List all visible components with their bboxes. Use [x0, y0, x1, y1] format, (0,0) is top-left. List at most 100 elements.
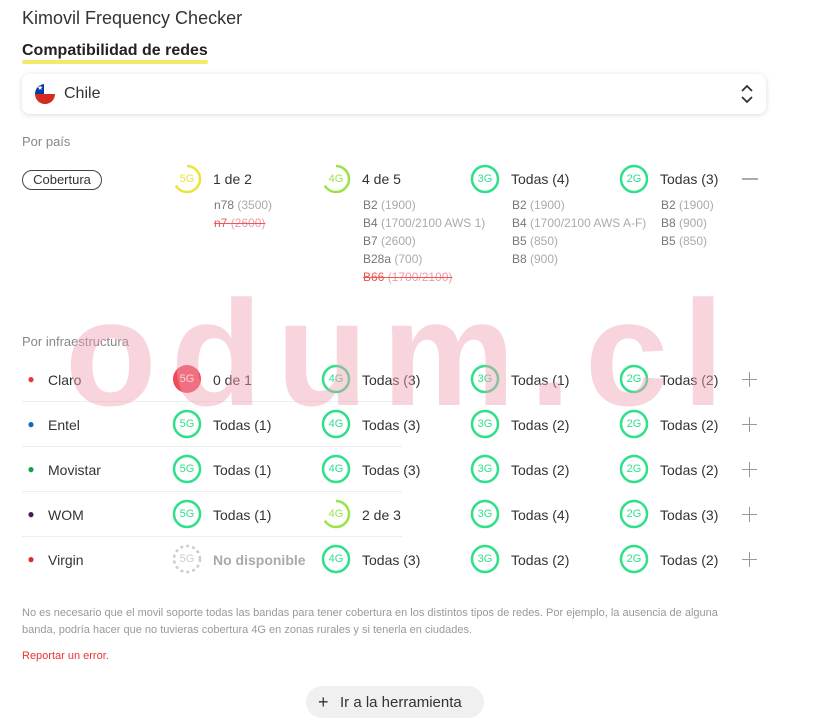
network-2g-label: 2G: [626, 373, 642, 385]
band-name: n7: [214, 216, 231, 230]
network-5g-label: 5G: [179, 418, 195, 430]
coverage-status: Todas (3): [362, 372, 421, 388]
coverage-pill[interactable]: Cobertura: [22, 170, 102, 190]
coverage-status: Todas (3): [362, 417, 421, 433]
plus-icon: +: [318, 692, 329, 712]
go-to-tool-button[interactable]: + Ir a la herramienta: [306, 686, 484, 718]
wom-logo-icon: ●: [27, 507, 35, 521]
go-to-tool-label: Ir a la herramienta: [340, 694, 462, 711]
network-3g-icon: 3G: [470, 544, 500, 574]
band-frequency: (2600): [230, 216, 266, 230]
band-name: B4: [363, 216, 382, 230]
network-2g-label: 2G: [626, 418, 642, 430]
band-entry: B2 (1900): [363, 196, 485, 214]
network-3g-label: 3G: [477, 373, 493, 385]
coverage-status: Todas (1): [213, 507, 272, 523]
band-list: B2 (1900) B8 (900) B5 (850): [661, 196, 714, 250]
compatibility-note: No es necesario que el movil soporte tod…: [22, 607, 718, 636]
network-2g-label: 2G: [626, 553, 642, 565]
band-entry: B5 (850): [661, 232, 714, 250]
network-3g-icon: 3G: [470, 454, 500, 484]
coverage-status: Todas (1): [511, 372, 570, 388]
band-entry: B7 (2600): [363, 232, 485, 250]
page-subtitle: Compatibilidad de redes: [22, 42, 208, 64]
coverage-status: Todas (1): [213, 417, 272, 433]
network-4g-label: 4G: [328, 418, 344, 430]
operator-name: WOM: [48, 507, 84, 523]
expand-plus-icon[interactable]: [742, 507, 757, 522]
band-list: n78 (3500) n7 (2600): [214, 196, 272, 232]
band-name: B7: [363, 234, 382, 248]
coverage-status: Todas (4): [511, 507, 570, 523]
network-3g-label: 3G: [477, 508, 493, 520]
network-2g-icon: 2G: [619, 544, 649, 574]
chevron-up-down-icon: [741, 84, 753, 104]
network-4g-label: 4G: [328, 173, 344, 185]
band-entry: B28a (700): [363, 250, 485, 268]
band-entry: B2 (1900): [661, 196, 714, 214]
expand-plus-icon[interactable]: [742, 552, 757, 567]
coverage-status: Todas (3): [660, 171, 719, 187]
collapse-minus-icon[interactable]: [742, 178, 758, 180]
coverage-status: Todas (2): [511, 417, 570, 433]
band-entry: B5 (850): [512, 232, 646, 250]
network-4g-label: 4G: [328, 373, 344, 385]
band-frequency: (1900): [381, 198, 416, 212]
band-entry: n78 (3500): [214, 196, 272, 214]
band-name: B8: [661, 216, 680, 230]
network-4g-label: 4G: [328, 463, 344, 475]
band-frequency: (900): [530, 252, 559, 266]
network-4g-icon: 4G: [321, 164, 351, 194]
network-5g-icon: 5G: [172, 544, 202, 574]
expand-plus-icon[interactable]: [742, 417, 757, 432]
network-2g-icon: 2G: [619, 409, 649, 439]
network-2g-label: 2G: [626, 173, 642, 185]
band-name: n78: [214, 198, 238, 212]
network-5g-icon: 5G: [172, 364, 202, 394]
country-select[interactable]: ★ Chile: [22, 74, 766, 114]
row-divider: [22, 401, 402, 402]
coverage-status: Todas (2): [660, 372, 719, 388]
network-3g-icon: 3G: [470, 364, 500, 394]
coverage-status: Todas (3): [362, 552, 421, 568]
row-divider: [22, 446, 402, 447]
network-4g-icon: 4G: [321, 409, 351, 439]
network-5g-icon: 5G: [172, 409, 202, 439]
band-frequency: (850): [679, 234, 708, 248]
movistar-logo-icon: ●: [27, 462, 35, 476]
band-name: B28a: [363, 252, 395, 266]
app-title: Kimovil Frequency Checker: [22, 8, 243, 28]
virgin-logo-icon: ●: [27, 552, 35, 566]
band-frequency: (900): [679, 216, 708, 230]
network-3g-label: 3G: [477, 463, 493, 475]
operator-name: Virgin: [48, 552, 84, 568]
band-entry: n7 (2600): [214, 214, 272, 232]
coverage-status: 0 de 1: [213, 372, 252, 388]
operator-name: Movistar: [48, 462, 101, 478]
expand-plus-icon[interactable]: [742, 372, 757, 387]
network-4g-icon: 4G: [321, 499, 351, 529]
row-divider: [22, 491, 402, 492]
band-frequency: (1700/2100): [387, 270, 453, 284]
network-2g-label: 2G: [626, 463, 642, 475]
coverage-status: 1 de 2: [213, 171, 252, 187]
network-5g-icon: 5G: [172, 499, 202, 529]
watermark: odum.cl: [65, 269, 739, 437]
network-3g-icon: 3G: [470, 164, 500, 194]
expand-plus-icon[interactable]: [742, 462, 757, 477]
network-3g-icon: 3G: [470, 409, 500, 439]
band-name: B5: [661, 234, 680, 248]
network-5g-label: 5G: [179, 508, 195, 520]
network-2g-icon: 2G: [619, 364, 649, 394]
network-4g-label: 4G: [328, 508, 344, 520]
operator-name: Claro: [48, 372, 82, 388]
network-2g-icon: 2G: [619, 164, 649, 194]
coverage-status: Todas (2): [511, 552, 570, 568]
coverage-status: Todas (2): [511, 462, 570, 478]
band-entry: B66 (1700/2100): [363, 268, 485, 286]
network-4g-label: 4G: [328, 553, 344, 565]
band-name: B2: [661, 198, 680, 212]
report-error-link[interactable]: Reportar un error.: [22, 650, 109, 662]
band-entry: B8 (900): [661, 214, 714, 232]
network-5g-icon: 5G: [172, 164, 202, 194]
